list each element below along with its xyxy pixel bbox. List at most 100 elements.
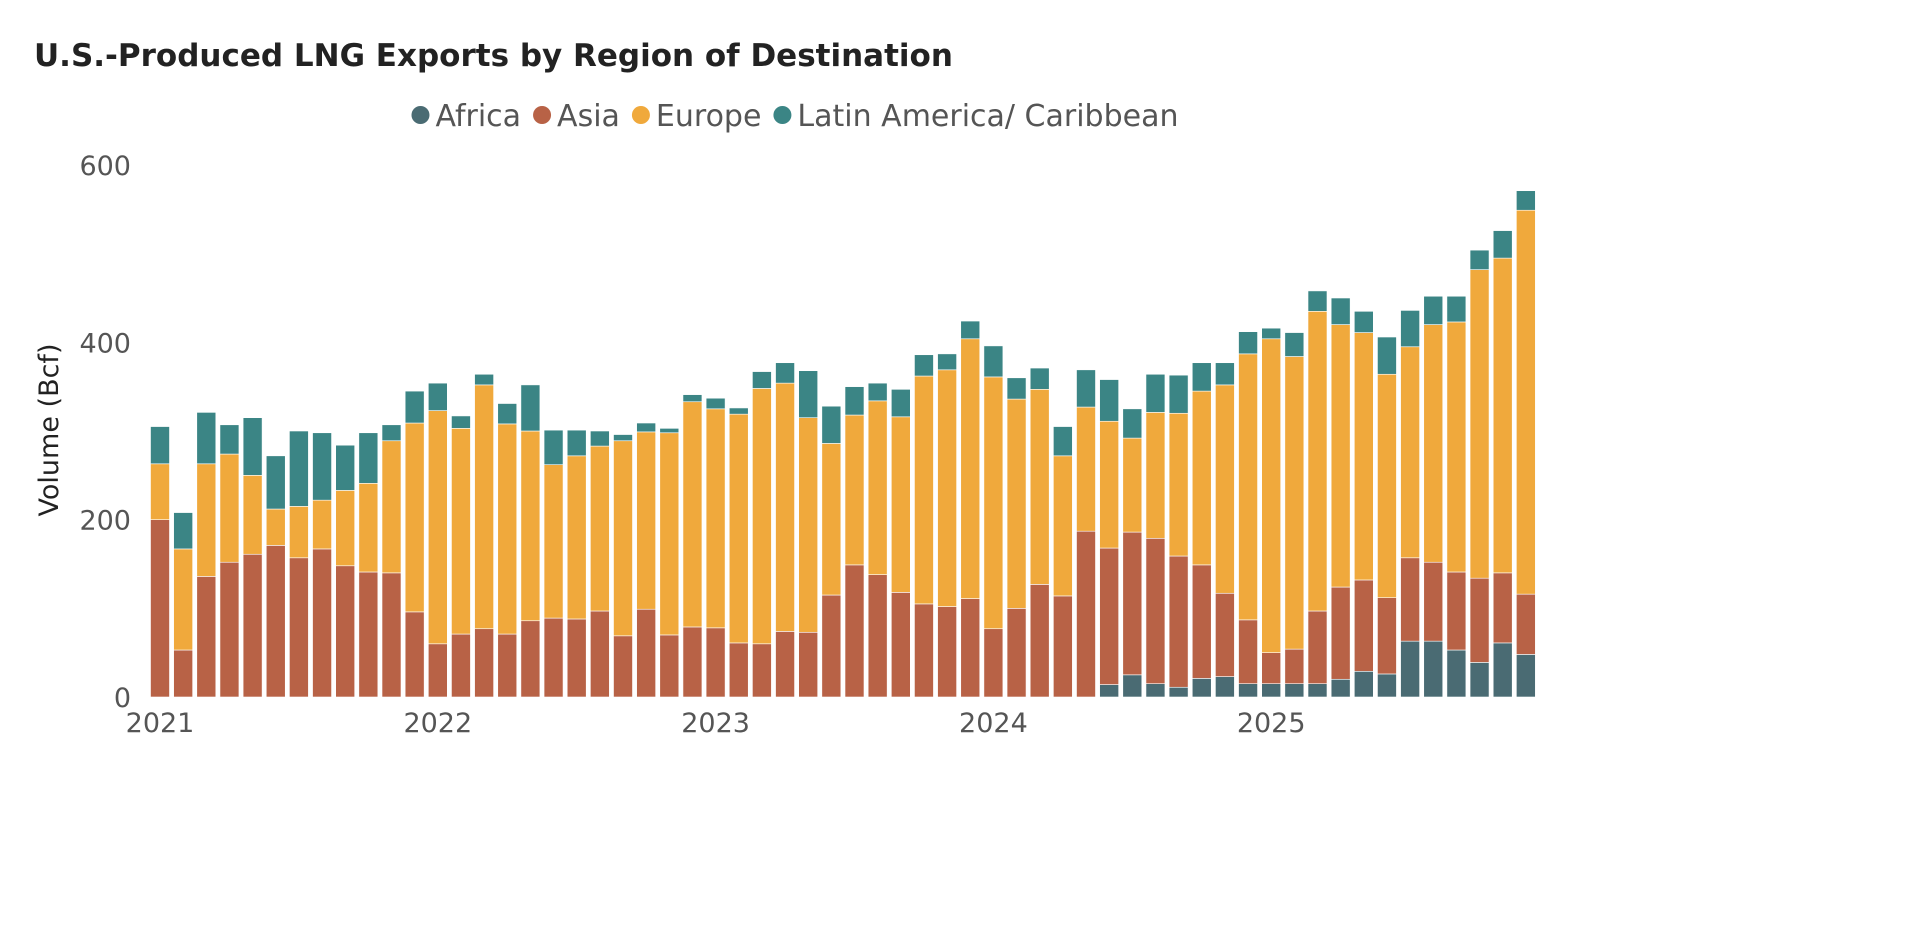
bar-segment-asia — [312, 548, 332, 698]
bar-segment-africa — [1191, 678, 1212, 698]
bar-segment-europe — [474, 384, 494, 630]
bar-segment-asia — [1516, 593, 1536, 655]
bar-segment-asia — [590, 610, 610, 698]
bar-2021-06 — [265, 455, 286, 698]
bar-segment-europe — [289, 506, 309, 559]
bar-segment-latin-america-caribbean — [451, 415, 471, 429]
bar-segment-africa — [1122, 674, 1143, 698]
bar-2022-02 — [451, 415, 471, 698]
bar-segment-europe — [890, 416, 911, 593]
bar-segment-africa — [1145, 683, 1166, 698]
bar-segment-asia — [1400, 557, 1420, 642]
bar-segment-asia — [520, 620, 541, 698]
bar-segment-asia — [983, 628, 1004, 698]
bar-segment-europe — [404, 422, 425, 613]
bar-segment-asia — [242, 553, 263, 698]
bar-segment-europe — [1099, 420, 1119, 549]
bar-segment-latin-america-caribbean — [1469, 249, 1490, 270]
bar-2021-09 — [335, 444, 356, 698]
bar-segment-europe — [1516, 209, 1536, 595]
y-tick-label: 600 — [79, 151, 131, 182]
bar-segment-latin-america-caribbean — [1076, 369, 1096, 408]
bar-segment-europe — [150, 463, 170, 520]
bar-segment-latin-america-caribbean — [196, 412, 217, 465]
bar-segment-latin-america-caribbean — [1122, 408, 1143, 439]
bar-segment-europe — [705, 408, 726, 629]
bar-segment-africa — [1238, 683, 1258, 698]
bar-segment-latin-america-caribbean — [358, 432, 379, 484]
bar-segment-asia — [358, 571, 379, 698]
bar-segment-europe — [613, 440, 633, 637]
bar-segment-europe — [451, 428, 471, 635]
legend-item[interactable]: Latin America/ Caribbean — [773, 99, 1179, 134]
bar-segment-latin-america-caribbean — [914, 354, 934, 377]
bar-segment-latin-america-caribbean — [219, 424, 240, 455]
bar-2025-08 — [1423, 295, 1444, 698]
bar-segment-europe — [1400, 346, 1420, 559]
bar-segment-latin-america-caribbean — [1191, 362, 1212, 392]
bar-segment-latin-america-caribbean — [1330, 297, 1351, 325]
bar-segment-latin-america-caribbean — [705, 397, 726, 410]
bar-segment-asia — [335, 565, 356, 698]
legend-item[interactable]: Europe — [631, 99, 762, 134]
bar-segment-europe — [867, 400, 888, 575]
bar-2021-11 — [381, 424, 402, 698]
bar-segment-asia — [1377, 597, 1397, 675]
legend-label: Latin America/ Caribbean — [797, 99, 1178, 134]
bar-segment-europe — [798, 417, 819, 633]
legend-marker-icon — [411, 106, 430, 124]
bar-segment-asia — [1330, 586, 1351, 680]
bar-segment-asia — [914, 603, 934, 698]
bar-segment-latin-america-caribbean — [543, 429, 564, 465]
bar-2025-12 — [1516, 190, 1536, 698]
bar-segment-asia — [1215, 592, 1235, 677]
legend-label: Europe — [656, 99, 762, 134]
bar-segment-africa — [1215, 676, 1235, 698]
bar-segment-asia — [474, 628, 494, 698]
bar-segment-asia — [844, 564, 865, 698]
bar-segment-asia — [1191, 564, 1212, 679]
y-tick-label: 200 — [79, 506, 131, 537]
bar-segment-latin-america-caribbean — [821, 405, 842, 444]
bar-segment-asia — [451, 633, 471, 698]
bar-segment-latin-america-caribbean — [520, 384, 541, 432]
bar-segment-latin-america-caribbean — [1377, 336, 1397, 375]
bar-2025-01 — [1261, 327, 1281, 698]
bar-2024-07 — [1122, 408, 1143, 698]
bar-segment-asia — [427, 643, 448, 698]
bar-segment-asia — [566, 618, 587, 698]
bar-segment-asia — [265, 545, 286, 698]
bar-segment-latin-america-caribbean — [150, 426, 170, 465]
bar-segment-latin-america-caribbean — [404, 390, 425, 424]
bar-segment-latin-america-caribbean — [427, 382, 448, 411]
bar-segment-asia — [659, 634, 680, 698]
bar-segment-asia — [150, 519, 170, 698]
bar-segment-asia — [798, 631, 819, 698]
y-tick-label: 0 — [114, 683, 131, 714]
bar-segment-latin-america-caribbean — [1215, 362, 1235, 386]
bar-segment-asia — [1354, 579, 1374, 672]
x-tick-label: 2024 — [959, 708, 1028, 739]
bar-2023-12 — [960, 320, 981, 698]
bar-segment-europe — [682, 401, 703, 628]
bar-segment-latin-america-caribbean — [867, 382, 888, 402]
bar-segment-asia — [1122, 531, 1143, 676]
bar-segment-europe — [1029, 389, 1050, 585]
bars — [150, 190, 1536, 698]
bar-segment-asia — [1053, 595, 1073, 698]
legend-item[interactable]: Asia — [533, 99, 620, 134]
legend-item[interactable]: Africa — [411, 99, 521, 134]
bar-segment-asia — [1446, 571, 1467, 651]
bar-segment-europe — [752, 388, 772, 645]
bar-segment-africa — [1492, 642, 1513, 698]
bar-segment-asia — [1168, 555, 1189, 688]
bar-2022-08 — [590, 430, 610, 698]
bar-2022-01 — [427, 382, 448, 698]
bar-segment-latin-america-caribbean — [613, 434, 633, 442]
bar-segment-africa — [1469, 662, 1490, 698]
bar-segment-latin-america-caribbean — [1261, 327, 1281, 340]
bar-segment-europe — [775, 382, 795, 632]
bar-segment-asia — [381, 572, 402, 698]
bar-segment-europe — [983, 376, 1004, 630]
